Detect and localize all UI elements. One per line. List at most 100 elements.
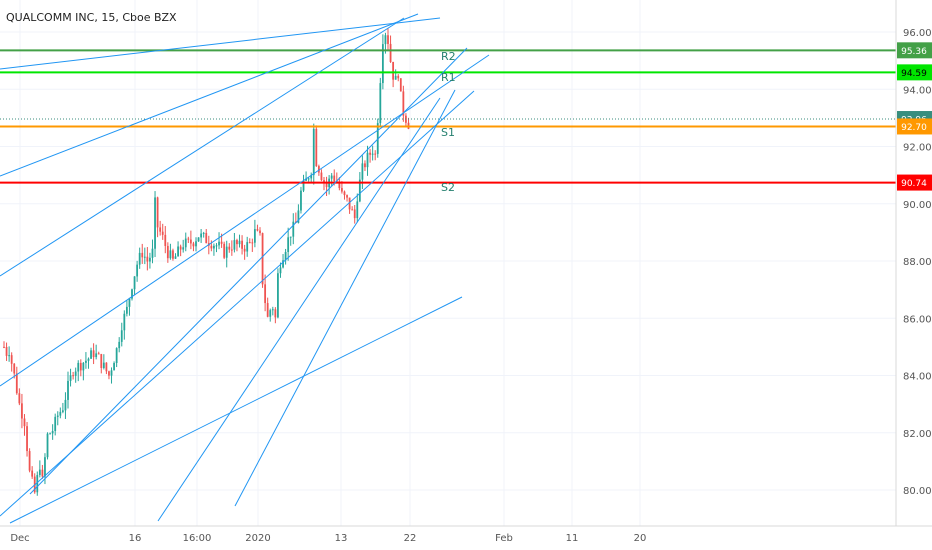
candle-body	[95, 353, 98, 358]
candle-body	[251, 242, 254, 244]
candle-body	[41, 469, 44, 477]
candle-body	[399, 78, 402, 92]
candle-body	[341, 188, 343, 192]
candle-body	[374, 153, 377, 155]
x-tick-label: Feb	[495, 533, 513, 544]
candle-body	[169, 250, 172, 259]
candle-body	[213, 245, 215, 249]
candlesticks	[3, 28, 410, 496]
candle-body	[264, 284, 267, 304]
candle-body	[87, 358, 90, 361]
candle-body	[210, 245, 213, 249]
price-axis[interactable]: 80.00 82.00 84.00 86.00 88.00 90.00 92.00 94.00…	[895, 0, 932, 526]
candle-body	[156, 197, 159, 228]
candle-body	[243, 248, 246, 252]
candle-body	[266, 303, 269, 317]
fan-line[interactable]	[0, 54, 490, 387]
candle-body	[164, 234, 167, 246]
candle-body	[26, 426, 28, 452]
candle-body	[131, 289, 133, 299]
candle-body	[366, 152, 369, 168]
candle-body	[248, 242, 251, 244]
candle-body	[128, 298, 131, 307]
candle-body	[371, 153, 374, 155]
fan-line[interactable]	[157, 97, 441, 522]
price-badge	[897, 64, 932, 81]
candle-body	[166, 245, 169, 259]
candle-body	[228, 246, 231, 250]
candle-body	[218, 241, 220, 246]
candle-body	[346, 195, 348, 198]
candle-body	[202, 232, 205, 234]
candle-body	[159, 227, 162, 232]
candle-body	[269, 310, 272, 317]
candle-body	[31, 470, 34, 477]
candle-body	[72, 375, 75, 377]
gann-fan-lines[interactable]	[0, 13, 490, 524]
candle-body	[108, 371, 110, 376]
candle-body	[85, 360, 87, 363]
x-tick-label: Dec	[10, 533, 29, 544]
candle-body	[238, 240, 241, 245]
candle-body	[402, 91, 405, 116]
y-tick-label: 90.00	[903, 200, 932, 211]
candle-body	[113, 363, 115, 371]
y-tick-label: 86.00	[903, 314, 932, 325]
candle-body	[253, 229, 256, 243]
candle-body	[177, 246, 179, 257]
candle-body	[141, 252, 144, 258]
candle-body	[364, 163, 366, 168]
chart-title: QUALCOMM INC, 15, Cboe BZX	[6, 11, 177, 24]
candle-body	[23, 418, 26, 427]
candle-body	[100, 354, 103, 369]
candle-body	[358, 179, 361, 202]
y-tick-labels: 80.00 82.00 84.00 86.00 88.00 90.00 92.00 94.00…	[903, 28, 932, 497]
candle-body	[317, 166, 320, 173]
candle-body	[189, 239, 192, 244]
time-axis[interactable]: Dec 16 16:00 2020 13 22 Feb 11 20	[0, 525, 932, 544]
fan-line[interactable]	[9, 296, 463, 524]
candle-body	[92, 350, 95, 358]
candle-body	[392, 61, 395, 80]
candle-body	[353, 209, 356, 219]
candle-body	[184, 238, 187, 248]
candle-body	[105, 362, 108, 372]
candle-body	[246, 242, 249, 252]
candle-body	[21, 403, 23, 419]
price-badge-label: 95.36	[901, 47, 927, 57]
y-tick-label: 82.00	[903, 429, 932, 440]
x-tick-label: 13	[335, 533, 348, 544]
candle-body	[200, 233, 203, 238]
pivot-label: S1	[441, 126, 455, 139]
candle-body	[271, 309, 274, 311]
candle-body	[154, 197, 156, 249]
candle-body	[187, 238, 190, 240]
candle-body	[59, 411, 62, 416]
pivot-labels: R2 R1 S1 S2	[441, 50, 456, 194]
candle-body	[310, 175, 313, 179]
candle-body	[274, 309, 277, 318]
candle-body	[38, 469, 41, 476]
x-tick-label: 22	[404, 533, 417, 544]
y-tick-label: 96.00	[903, 28, 932, 39]
candle-body	[146, 256, 149, 262]
candle-body	[315, 128, 318, 167]
candle-body	[36, 475, 39, 493]
candle-body	[61, 410, 64, 412]
fan-line[interactable]	[0, 13, 419, 177]
fan-line[interactable]	[29, 47, 468, 495]
price-badge-label: 92.70	[901, 123, 927, 133]
candle-body	[302, 180, 305, 191]
fan-line[interactable]	[0, 17, 405, 277]
candle-body	[197, 237, 200, 242]
fan-line[interactable]	[234, 89, 456, 507]
candle-body	[51, 431, 54, 434]
candle-body	[74, 371, 77, 376]
fan-line[interactable]	[0, 90, 475, 517]
candle-body	[44, 457, 46, 477]
candle-body	[389, 43, 392, 62]
fan-line[interactable]	[0, 17, 441, 70]
candle-body	[64, 399, 67, 411]
